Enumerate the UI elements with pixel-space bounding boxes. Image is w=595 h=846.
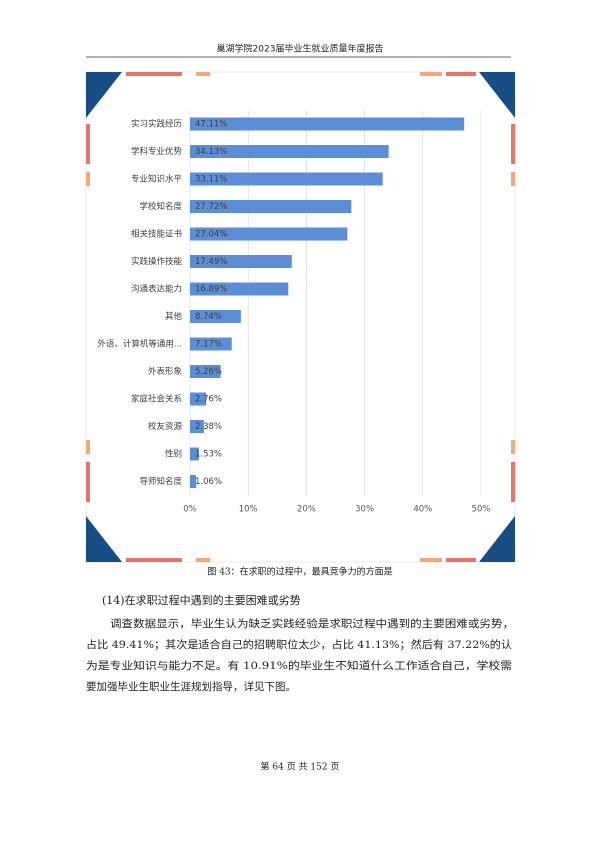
bar	[190, 365, 221, 378]
bar	[190, 117, 465, 131]
paragraph-line: 调查数据显示，毕业生认为缺乏实践经验是求职过程中遇到的主要困难或劣势，	[110, 617, 514, 630]
data-label: 2.38%	[195, 422, 222, 432]
data-label: 17.49%	[195, 257, 227, 267]
x-tick-label: 20%	[297, 505, 316, 515]
data-label: 34.13%	[195, 147, 227, 157]
paragraph-line: 占比 49.41%；其次是适合自己的招聘职位太少，占比 41.13%；然后有 3…	[86, 638, 513, 651]
data-label: 33.11%	[195, 175, 227, 185]
x-tick-label: 0%	[183, 505, 197, 515]
bar	[190, 475, 197, 488]
bar	[190, 420, 204, 433]
y-tick-label: 性别	[165, 449, 182, 460]
y-tick-label: 学科专业优势	[131, 146, 183, 157]
data-label: 47.11%	[195, 120, 227, 130]
data-label: 16.89%	[195, 285, 227, 295]
data-label: 27.72%	[195, 202, 227, 212]
data-label: 1.06%	[195, 477, 222, 487]
bar	[190, 282, 289, 296]
bar	[190, 392, 207, 406]
x-tick-label: 40%	[413, 505, 432, 515]
figure-caption: 图 43：在求职的过程中，最具竞争力的方面是	[207, 566, 392, 578]
data-label: 5.26%	[195, 367, 222, 377]
y-tick-label: 实习实践经历	[131, 119, 183, 130]
x-tick-label: 10%	[239, 505, 258, 515]
data-label: 8.74%	[195, 312, 222, 322]
y-tick-label: 外语、计算机等通用...	[97, 339, 182, 350]
bar	[190, 447, 199, 461]
bar	[190, 145, 389, 158]
y-tick-label: 家庭社会关系	[131, 394, 182, 405]
y-tick-label: 导师知名度	[139, 476, 182, 487]
header-title: 巢湖学院2023届毕业生就业质量年度报告	[217, 43, 384, 55]
y-tick-label: 实践操作技能	[131, 256, 183, 267]
paragraph-line: 要加强毕业生职业生涯规划指导，详见下图。	[86, 680, 296, 693]
bar	[190, 200, 352, 213]
data-label: 2.76%	[195, 395, 222, 405]
data-label: 27.04%	[195, 230, 227, 240]
data-label: 7.17%	[195, 340, 222, 350]
frame-decoration	[86, 72, 515, 562]
section-title: (14)在求职过程中遇到的主要困难或劣势	[102, 593, 301, 607]
y-tick-label: 校友资源	[148, 421, 183, 432]
bar	[190, 172, 383, 186]
bar-chart: 0% 10% 20% 30% 40% 50% 实习实践经历 47.11% 学科专业优势 34.13…	[97, 110, 490, 515]
paragraph-line: 为是专业知识与能力不足。有 10.91%的毕业生不知道什么工作适合自己，学校需	[86, 659, 512, 672]
bar	[190, 255, 292, 268]
data-label: 1.53%	[195, 450, 222, 460]
y-tick-label: 学校知名度	[139, 201, 182, 212]
y-tick-label: 相关技能证书	[131, 229, 183, 240]
y-tick-label: 专业知识水平	[131, 174, 183, 185]
bar	[190, 310, 241, 323]
bar	[190, 337, 232, 351]
y-tick-label: 沟通表达能力	[131, 284, 182, 295]
bar	[190, 227, 348, 241]
page-footer: 第 64 页 共 152 页	[261, 761, 340, 773]
paragraph: 调查数据显示，毕业生认为缺乏实践经验是求职过程中遇到的主要困难或劣势， 占比 49…	[86, 617, 514, 693]
x-tick-label: 30%	[355, 505, 374, 515]
y-tick-label: 其他	[165, 311, 183, 322]
y-tick-label: 外表形象	[148, 366, 183, 377]
x-tick-label: 50%	[472, 505, 491, 515]
